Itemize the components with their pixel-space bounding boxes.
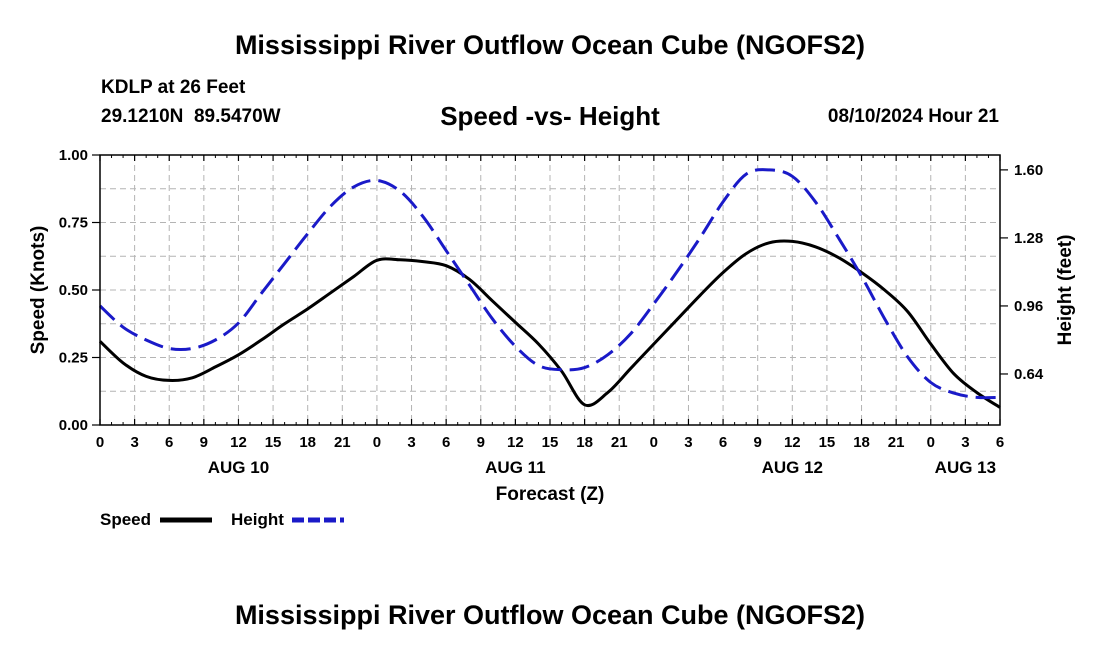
plot-subtitle: Speed -vs- Height	[440, 101, 660, 131]
x-tick-label: 3	[684, 434, 692, 451]
day-label: AUG 10	[208, 458, 269, 477]
x-tick-label: 18	[576, 434, 593, 451]
legend-label-height: Height	[231, 510, 284, 529]
y-tick-label: 0.75	[59, 215, 88, 232]
x-tick-label: 6	[996, 434, 1004, 451]
x-tick-label: 6	[442, 434, 450, 451]
series-layer	[98, 168, 1001, 409]
x-tick-label: 6	[719, 434, 727, 451]
y-tick-label: 1.00	[59, 147, 88, 164]
x-tick-label: 18	[299, 434, 316, 451]
legend: Speed Height	[100, 510, 344, 529]
grid	[100, 155, 1000, 425]
y-tick-label: 0.00	[59, 417, 88, 434]
y-axis-title: Speed (Knots)	[28, 226, 49, 355]
day-label: AUG 11	[485, 458, 545, 477]
x-tick-label: 0	[650, 434, 658, 451]
y2-tick-label: 1.28	[1014, 230, 1043, 247]
y2-tick-label: 0.96	[1014, 298, 1043, 315]
x-tick-label: 9	[200, 434, 208, 451]
x-tick-label: 9	[477, 434, 485, 451]
x-tick-label: 0	[96, 434, 104, 451]
y-tick-label: 0.25	[59, 350, 88, 367]
x-tick-label: 12	[230, 434, 247, 451]
chart-title-repeat: Mississippi River Outflow Ocean Cube (NG…	[234, 600, 866, 630]
x-tick-label: 3	[130, 434, 138, 451]
x-tick-label: 15	[542, 434, 559, 451]
x-tick-label: 18	[853, 434, 870, 451]
y-tick-label: 0.50	[59, 282, 88, 299]
legend-label-speed: Speed	[100, 510, 151, 529]
x-tick-label: 3	[407, 434, 415, 451]
coordinates-label: 29.1210N 89.5470W	[101, 106, 281, 127]
x-tick-label: 15	[819, 434, 836, 451]
day-label: AUG 12	[762, 458, 823, 477]
x-tick-label: 21	[888, 434, 905, 451]
x-tick-label: 21	[611, 434, 628, 451]
x-tick-label: 15	[265, 434, 282, 451]
x-tick-label: 12	[507, 434, 524, 451]
y2-tick-label: 0.64	[1014, 366, 1044, 383]
x-tick-label: 21	[334, 434, 351, 451]
x-tick-label: 12	[784, 434, 801, 451]
axes: 0 3 6 9 12 15 18 21 0 3 6 9 12 15 18 21 0 3 6 9 12 15 18 21 0 3 6A…	[59, 147, 1044, 477]
y2-tick-label: 1.60	[1014, 162, 1043, 179]
series-line-speed	[98, 239, 1001, 409]
station-label: KDLP at 26 Feet	[101, 77, 246, 98]
x-axis-title: Forecast (Z)	[496, 484, 605, 505]
x-tick-label: 9	[754, 434, 762, 451]
x-tick-label: 0	[373, 434, 381, 451]
day-label: AUG 13	[935, 458, 996, 477]
series-line-height	[98, 168, 1001, 400]
x-tick-label: 6	[165, 434, 173, 451]
chart-title: Mississippi River Outflow Ocean Cube (NG…	[234, 30, 866, 60]
x-tick-label: 3	[961, 434, 969, 451]
y2-axis-title: Height (feet)	[1055, 235, 1076, 346]
x-tick-label: 0	[927, 434, 935, 451]
forecast-date-label: 08/10/2024 Hour 21	[827, 106, 999, 127]
